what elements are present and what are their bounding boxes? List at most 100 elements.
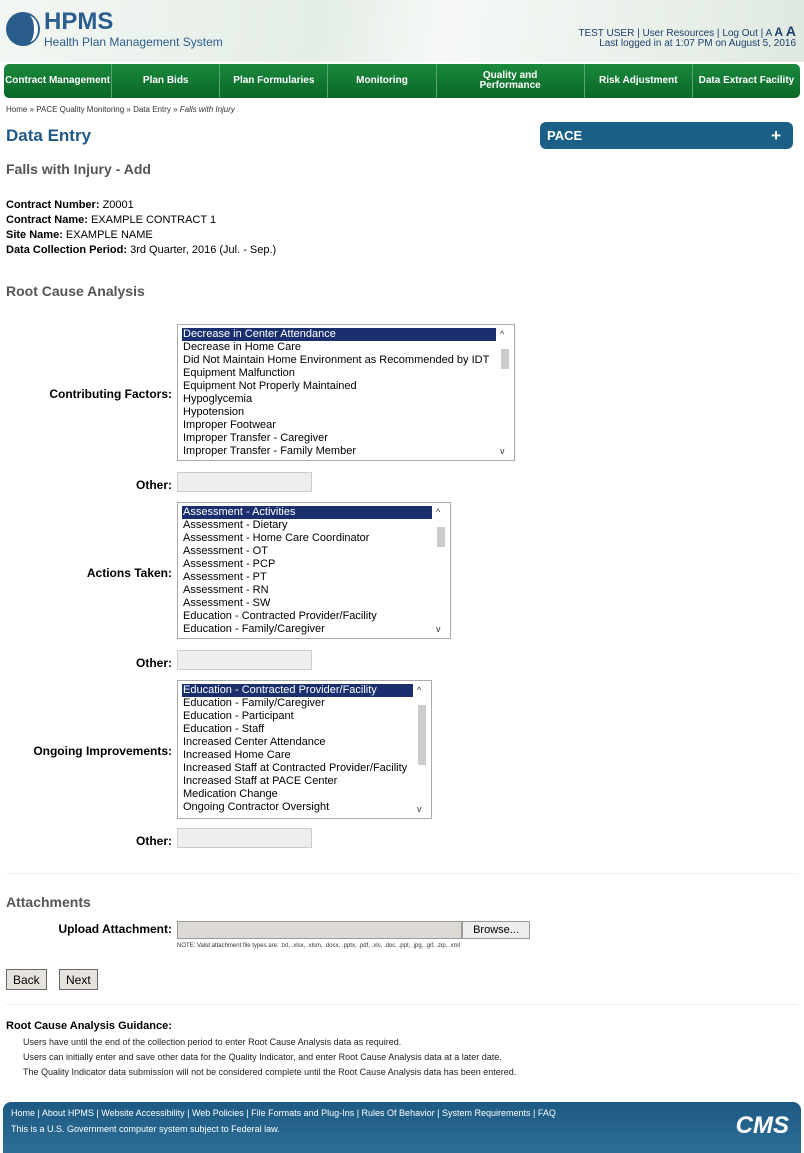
crumb-sep: » xyxy=(173,105,178,114)
list-option[interactable]: Assessment - Dietary xyxy=(183,519,288,531)
next-button[interactable]: Next xyxy=(59,969,98,990)
nav-risk-adjustment[interactable]: Risk Adjustment xyxy=(585,64,693,98)
plus-icon[interactable]: + xyxy=(771,126,781,145)
scrollbar[interactable]: ^ v xyxy=(500,329,510,456)
nav-contract-management[interactable]: Contract Management xyxy=(4,64,113,98)
list-option[interactable]: Hypoglycemia xyxy=(183,393,253,405)
collection-period: Data Collection Period: 3rd Quarter, 201… xyxy=(6,244,277,256)
list-option[interactable]: Improper Transfer - Family Member xyxy=(183,445,356,457)
crumb-pace[interactable]: PACE Quality Monitoring xyxy=(36,105,125,114)
page-title: Data Entry xyxy=(6,126,92,145)
pace-panel-label: PACE xyxy=(547,128,583,143)
footer-link[interactable]: File Formats and Plug-Ins xyxy=(251,1108,355,1118)
other-label: Other: xyxy=(136,478,172,492)
list-option[interactable]: Education - Family/Caregiver xyxy=(183,697,325,709)
user-resources-link[interactable]: User Resources xyxy=(642,28,715,39)
browse-button[interactable]: Browse... xyxy=(462,921,530,939)
crumb-entry[interactable]: Data Entry xyxy=(133,105,171,114)
nav-quality-performance[interactable]: Quality and Performance xyxy=(437,64,585,98)
nav-plan-formularies[interactable]: Plan Formularies xyxy=(220,64,329,98)
actions-taken-listbox[interactable]: Assessment - Activities Assessment - Diet… xyxy=(177,502,451,639)
list-option[interactable]: Decrease in Center Attendance xyxy=(182,328,496,341)
list-option[interactable]: Did Not Maintain Home Environment as Rec… xyxy=(183,354,490,366)
user-name: TEST USER xyxy=(578,28,635,39)
footer-link[interactable]: System Requirements xyxy=(441,1108,531,1118)
list-option[interactable]: Education - Contracted Provider/Facility xyxy=(182,684,413,697)
list-option[interactable]: Assessment - PCP xyxy=(183,558,276,570)
footer-link[interactable]: Website Accessibility xyxy=(101,1108,185,1118)
logo-title[interactable]: HPMS xyxy=(44,8,114,35)
footer-sep: | xyxy=(184,1108,192,1118)
footer-sep: | xyxy=(354,1108,362,1118)
list-option[interactable]: Increased Home Care xyxy=(183,749,291,761)
improvements-other-input[interactable] xyxy=(177,828,312,848)
contributing-factors-listbox[interactable]: Decrease in Center Attendance Decrease in… xyxy=(177,324,515,461)
list-option[interactable]: Education - Staff xyxy=(183,723,265,735)
contributing-other-input[interactable] xyxy=(177,472,312,492)
scrollbar[interactable]: ^ v xyxy=(417,685,427,814)
actions-other-input[interactable] xyxy=(177,650,312,670)
ongoing-improvements-listbox[interactable]: Education - Contracted Provider/Facility… xyxy=(177,680,432,819)
list-option[interactable]: Increased Staff at PACE Center xyxy=(183,775,338,787)
font-medium[interactable]: A xyxy=(774,25,784,39)
list-option[interactable]: Hypotension xyxy=(183,406,245,418)
footer-link[interactable]: Home xyxy=(11,1108,36,1118)
list-option[interactable]: Assessment - OT xyxy=(183,545,268,557)
file-type-note: NOTE: Valid attachment file types are: .… xyxy=(177,943,460,949)
footer-link[interactable]: FAQ xyxy=(537,1108,556,1118)
list-option[interactable]: Assessment - Activities xyxy=(182,506,432,519)
other-label: Other: xyxy=(136,834,172,848)
footer-links: Home | About HPMS | Website Accessibilit… xyxy=(11,1108,556,1118)
footer-sep: | xyxy=(35,1108,42,1118)
divider xyxy=(6,1004,798,1005)
list-option[interactable]: Improper Transfer - Caregiver xyxy=(183,432,328,444)
other-label: Other: xyxy=(136,656,172,670)
nav-data-extract[interactable]: Data Extract Facility xyxy=(698,75,795,86)
list-option[interactable]: Increased Staff at Contracted Provider/F… xyxy=(183,762,408,774)
site-name: Site Name: EXAMPLE NAME xyxy=(6,229,153,241)
list-option[interactable]: Assessment - RN xyxy=(183,584,269,596)
hpms-logo-icon xyxy=(6,12,40,46)
upload-input[interactable] xyxy=(177,921,462,939)
nav-monitoring[interactable]: Monitoring xyxy=(328,64,437,98)
rca-heading: Root Cause Analysis xyxy=(6,283,145,299)
footer-sep: | xyxy=(93,1108,102,1118)
list-option[interactable]: Decrease in Home Care xyxy=(183,341,301,353)
crumb-home[interactable]: Home xyxy=(6,105,28,114)
footer-sep: | xyxy=(434,1108,442,1118)
list-option[interactable]: Education - Family/Caregiver xyxy=(183,623,325,635)
footer-link[interactable]: Rules Of Behavior xyxy=(361,1108,435,1118)
list-option[interactable]: Education - Participant xyxy=(183,710,294,722)
list-option[interactable]: Assessment - Home Care Coordinator xyxy=(183,532,370,544)
guidance-line: Users have until the end of the collecti… xyxy=(23,1037,402,1047)
list-option[interactable]: Increased Center Attendance xyxy=(183,736,326,748)
main-nav: Contract Management Plan Bids Plan Formu… xyxy=(4,64,800,98)
breadcrumb: Home » PACE Quality Monitoring » Data En… xyxy=(6,105,235,114)
font-large[interactable]: A xyxy=(785,23,796,39)
list-option[interactable]: Education - Contracted Provider/Facility xyxy=(183,610,377,622)
footer-sep: | xyxy=(243,1108,252,1118)
back-button[interactable]: Back xyxy=(6,969,47,990)
list-option[interactable]: Improper Footwear xyxy=(183,419,276,431)
crumb-current: Falls with Injury xyxy=(179,105,235,114)
upload-label: Upload Attachment: xyxy=(58,922,172,936)
footer-sep: | xyxy=(530,1108,538,1118)
scrollbar[interactable]: ^ v xyxy=(436,507,446,634)
font-small[interactable]: A xyxy=(765,28,772,39)
footer: Home | About HPMS | Website Accessibilit… xyxy=(3,1102,801,1153)
logout-link[interactable]: Log Out xyxy=(722,28,758,39)
list-option[interactable]: Equipment Not Properly Maintained xyxy=(183,380,357,392)
pace-panel[interactable]: PACE + xyxy=(540,122,793,149)
footer-link[interactable]: Web Policies xyxy=(191,1108,244,1118)
list-option[interactable]: Equipment Malfunction xyxy=(183,367,295,379)
guidance-title: Root Cause Analysis Guidance: xyxy=(6,1020,172,1032)
list-option[interactable]: Medication Change xyxy=(183,788,278,800)
nav-plan-bids[interactable]: Plan Bids xyxy=(112,64,221,98)
list-option[interactable]: Assessment - SW xyxy=(183,597,271,609)
list-option[interactable]: Ongoing Contractor Oversight xyxy=(183,801,330,813)
footer-link[interactable]: About HPMS xyxy=(41,1108,94,1118)
guidance-line: Users can initially enter and save other… xyxy=(23,1052,502,1062)
footer-note: This is a U.S. Government computer syste… xyxy=(11,1124,280,1134)
last-login: Last logged in at 1:07 PM on August 5, 2… xyxy=(599,38,796,49)
list-option[interactable]: Assessment - PT xyxy=(183,571,267,583)
